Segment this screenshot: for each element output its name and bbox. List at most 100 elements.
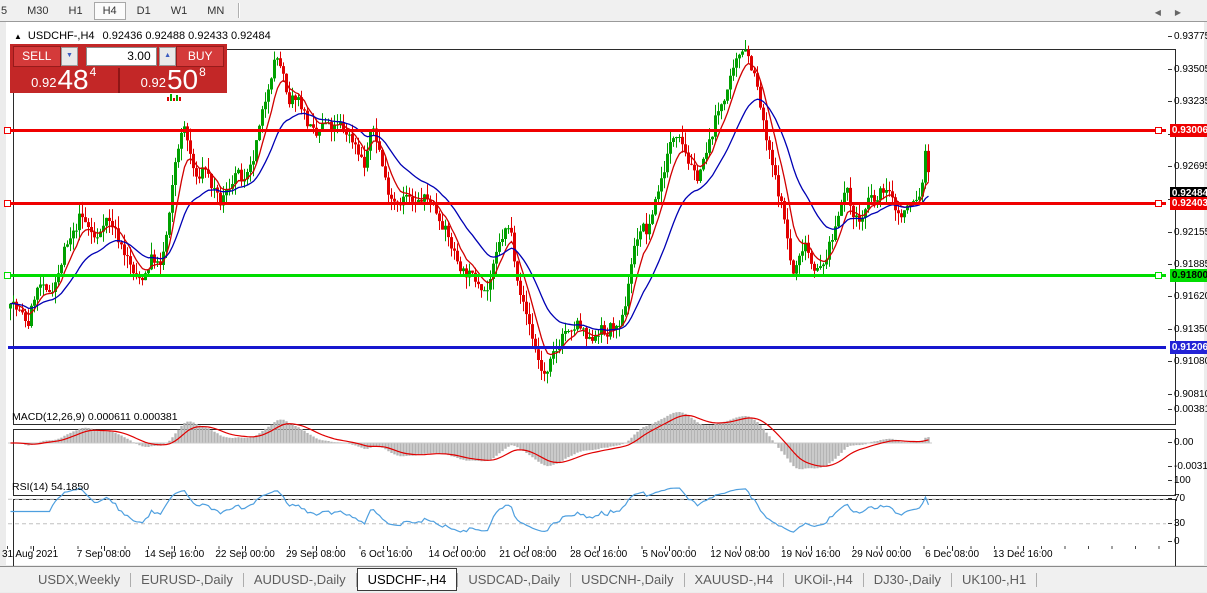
sell-price-display[interactable]: 0.92 48 4 <box>10 64 120 95</box>
tab-dj30daily[interactable]: DJ30-,Daily <box>873 572 941 587</box>
rsi-axis-label: 30 <box>1168 518 1185 529</box>
date-tick-mark <box>669 546 671 551</box>
tab-separator <box>1036 572 1038 587</box>
volume-increase-button[interactable]: ▲ <box>158 46 177 66</box>
tab-ukoilh4[interactable]: UKOil-,H4 <box>794 572 853 587</box>
buy-price-big: 50 <box>166 64 199 95</box>
date-label: 14 Oct 00:00 <box>428 549 486 560</box>
price-axis-tick-label: 0.91620 <box>1174 291 1207 303</box>
tab-separator <box>130 572 132 587</box>
volume-input[interactable]: 3.00 <box>86 46 157 66</box>
tick-mark <box>1168 409 1172 410</box>
timeframe-h1[interactable]: H1 <box>68 4 83 17</box>
tick-mark <box>1168 361 1172 363</box>
tick-mark <box>1168 328 1172 330</box>
date-tick-mark <box>174 546 176 551</box>
date-label: 29 Nov 00:00 <box>851 549 912 560</box>
tab-usdchfh4[interactable]: USDCHF-,H4 <box>356 568 458 591</box>
macd-label: MACD(12,26,9) 0.000611 0.000381 <box>12 411 178 423</box>
date-label: 31 Aug 2021 <box>2 549 59 560</box>
date-label: 29 Sep 08:00 <box>286 549 346 560</box>
price-axis-tick: 0.93235 <box>1168 96 1207 107</box>
buy-price-sup: 8 <box>199 65 206 79</box>
date-tick-mark <box>527 546 529 551</box>
tab-usdcaddaily[interactable]: USDCAD-,Daily <box>468 572 561 587</box>
date-tick-mark <box>598 546 600 551</box>
horizontal-line-0.93006[interactable] <box>4 127 1166 134</box>
price-axis-tick: 0.93775 <box>1168 31 1207 42</box>
spin-up-icon: ▲ <box>164 51 172 59</box>
tab-separator <box>355 572 357 587</box>
rsi-label: RSI(14) 54.1850 <box>12 481 90 493</box>
sell-price-big: 48 <box>57 64 89 95</box>
line-endpoint-icon <box>1155 272 1162 279</box>
tabs-scroll-left-icon[interactable]: ◀ <box>1154 8 1175 17</box>
timeframe-mn[interactable]: MN <box>207 4 225 17</box>
tick-mark <box>1168 541 1172 542</box>
rsi-axis-value: 100 <box>1174 475 1191 486</box>
timeframe-5[interactable]: 5 <box>1 4 8 17</box>
toolbar-separator <box>238 3 241 18</box>
price-axis-tick-label: 0.91350 <box>1174 323 1207 335</box>
macd-axis-label: 0.003811 <box>1168 404 1207 415</box>
tab-usdcnhdaily[interactable]: USDCNH-,Daily <box>581 572 674 587</box>
tick-mark <box>1168 231 1172 233</box>
rsi-axis-label: 0 <box>1168 536 1180 547</box>
one-click-trading-panel: SELL ▼ 3.00 ▲ BUY 0.92 48 4 0.92 50 8 <box>10 44 228 95</box>
tick-mark <box>1168 522 1172 524</box>
date-tick-mark <box>1022 546 1024 551</box>
timeframe-m30[interactable]: M30 <box>27 4 49 17</box>
horizontal-line-0.92403[interactable] <box>4 200 1166 207</box>
price-axis-tick: 0.91350 <box>1168 324 1207 335</box>
price-tag-0.91206: 0.91206 <box>1170 341 1207 354</box>
sell-price-sup: 4 <box>89 65 97 79</box>
tab-separator <box>950 572 952 587</box>
date-label: 28 Oct 16:00 <box>569 549 628 560</box>
price-axis-tick-label: 0.93235 <box>1174 96 1207 108</box>
price-axis-tick: 0.92695 <box>1168 161 1207 172</box>
collapse-panel-icon[interactable]: ▲ <box>14 32 22 41</box>
rsi-axis-value: 0 <box>1174 536 1180 547</box>
main-chart-pane[interactable] <box>13 49 1176 425</box>
tab-xauusdh4[interactable]: XAUUSD-,H4 <box>694 572 774 587</box>
tab-audusddaily[interactable]: AUDUSD-,Daily <box>253 572 346 587</box>
price-axis-tick: 0.91885 <box>1168 259 1207 270</box>
buy-price-display[interactable]: 0.92 50 8 <box>120 64 228 95</box>
date-tick-mark <box>33 546 34 551</box>
tick-mark <box>1168 36 1172 37</box>
macd-pane[interactable] <box>13 429 1176 496</box>
timeframe-d1[interactable]: D1 <box>136 4 151 17</box>
tick-volume-icon <box>167 94 181 101</box>
tab-separator <box>862 572 864 587</box>
tick-mark <box>1168 101 1172 103</box>
date-label: 6 Dec 08:00 <box>925 549 980 560</box>
tab-usdxweekly[interactable]: USDX,Weekly <box>38 572 121 587</box>
price-axis-tick-label: 0.91080 <box>1174 356 1207 368</box>
tab-uk100h1[interactable]: UK100-,H1 <box>961 572 1027 587</box>
spin-down-icon: ▼ <box>65 51 73 59</box>
price-axis-tick: 0.92155 <box>1168 227 1207 238</box>
tabs-scroll-arrows[interactable]: ◀▶ <box>1155 8 1195 17</box>
date-tick-mark <box>245 546 247 551</box>
tick-mark <box>1168 166 1172 168</box>
price-axis-tick: 0.91080 <box>1168 356 1207 367</box>
timeframe-w1[interactable]: W1 <box>170 4 188 17</box>
horizontal-line-0.91206[interactable] <box>8 346 1166 349</box>
chart-tabs-bar: USDX,Weekly EURUSD-,Daily AUDUSD-,Daily USD… <box>0 566 1207 592</box>
price-axis-tick-label: 0.92155 <box>1174 226 1207 238</box>
price-axis-tick: 0.93505 <box>1168 64 1207 75</box>
horizontal-line-0.918[interactable] <box>4 272 1166 279</box>
tick-mark <box>1168 498 1172 500</box>
price-axis-tick-label: 0.90810 <box>1174 388 1207 400</box>
timeframe-h4[interactable]: H4 <box>93 1 126 20</box>
price-axis-tick-label: 0.92695 <box>1174 161 1207 173</box>
date-label: 7 Sep 08:00 <box>76 549 131 560</box>
date-tick-mark <box>881 546 883 551</box>
tick-mark <box>1168 68 1172 70</box>
date-label: 13 Dec 16:00 <box>993 549 1053 560</box>
tabs-scroll-right-icon[interactable]: ▶ <box>1174 8 1195 17</box>
tick-mark <box>1168 466 1172 467</box>
volume-decrease-button[interactable]: ▼ <box>60 46 79 66</box>
sell-button[interactable]: SELL <box>13 45 61 67</box>
tab-eurusddaily[interactable]: EURUSD-,Daily <box>141 572 233 587</box>
